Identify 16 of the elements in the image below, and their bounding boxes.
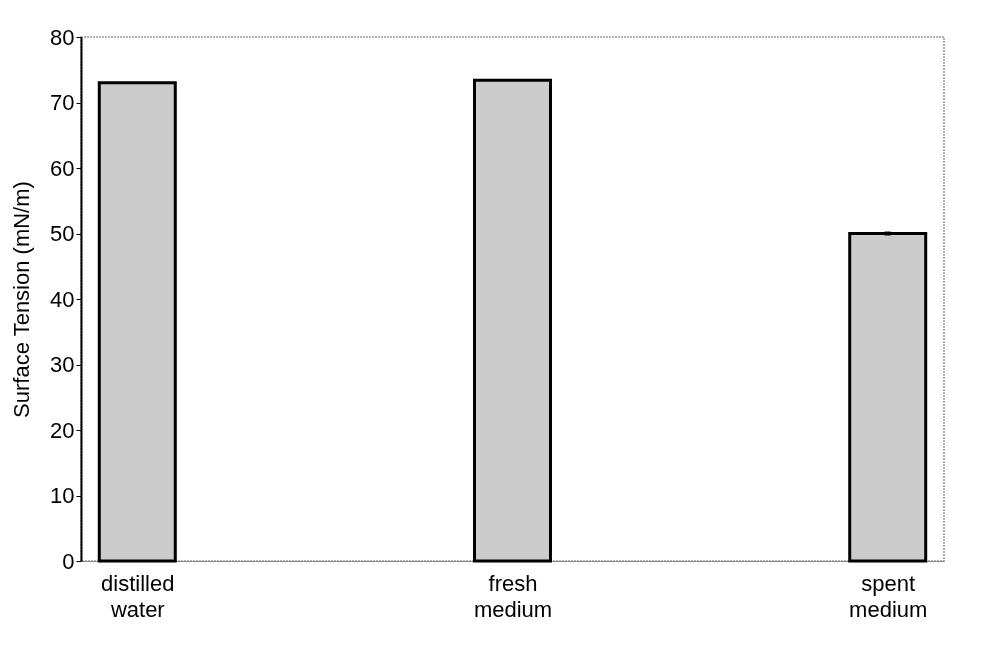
bar — [97, 81, 177, 563]
y-tick-label: 20 — [50, 417, 75, 443]
x-tick-label: distilled water — [101, 570, 175, 622]
y-tick-label: 30 — [50, 352, 75, 377]
y-tick-label: 70 — [50, 90, 75, 115]
y-axis-title: Surface Tension (mN/m) — [9, 181, 35, 418]
y-tick-label: 0 — [62, 548, 75, 574]
x-tick-label: fresh medium — [473, 570, 553, 622]
y-tick-label: 50 — [50, 221, 75, 246]
y-tick-label: 10 — [50, 483, 75, 508]
y-tick-label: 80 — [50, 24, 75, 50]
bar — [473, 78, 552, 563]
y-tick-label: 60 — [50, 155, 75, 181]
x-tick-label: spent medium — [849, 570, 928, 622]
bar — [848, 232, 928, 563]
y-tick-label: 40 — [50, 286, 75, 312]
